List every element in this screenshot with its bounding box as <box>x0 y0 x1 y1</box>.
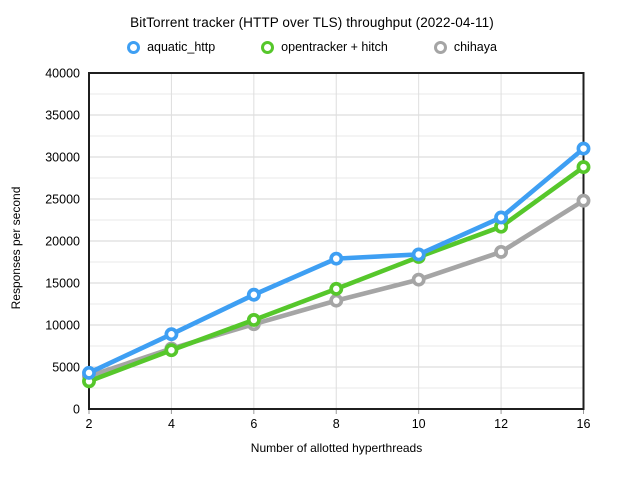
y-tick-label: 0 <box>73 403 80 417</box>
x-tick-label: 4 <box>168 417 175 431</box>
data-point-marker <box>246 313 261 327</box>
x-tick-label: 10 <box>412 417 426 431</box>
data-point-marker <box>329 251 344 266</box>
data-point-marker <box>411 247 426 262</box>
data-point-marker <box>82 365 96 380</box>
legend-label: opentracker + hitch <box>281 40 388 54</box>
chart-title: BitTorrent tracker (HTTP over TLS) throu… <box>130 15 494 30</box>
data-point-marker <box>576 193 591 208</box>
x-tick-label: 2 <box>86 417 93 431</box>
data-point-marker <box>576 141 591 156</box>
data-point-marker <box>576 160 591 175</box>
data-point-marker <box>494 210 509 225</box>
y-axis-title: Responses per second <box>9 186 23 310</box>
y-tick-label: 5000 <box>52 361 80 375</box>
data-point-marker <box>164 343 179 358</box>
x-tick-label: 6 <box>250 417 257 431</box>
x-tick-label: 12 <box>494 417 508 431</box>
legend-label: chihaya <box>453 40 497 54</box>
series-marker-icon <box>261 40 275 54</box>
legend-label: aquatic_http <box>147 40 216 54</box>
legend-item-aquatic-http: aquatic_http <box>127 40 215 54</box>
y-tick-label: 35000 <box>45 109 80 123</box>
data-point-marker <box>411 272 426 287</box>
legend-item-chihaya: chihaya <box>433 40 497 54</box>
y-tick-label: 25000 <box>45 193 80 207</box>
series-marker-icon <box>433 40 447 54</box>
legend-item-opentracker-hitch: opentracker + hitch <box>261 40 388 54</box>
series-marker-icon <box>127 40 141 54</box>
data-point-marker <box>329 293 344 308</box>
data-point-marker <box>246 287 261 302</box>
data-point-marker <box>164 327 179 342</box>
chart-legend: aquatic_http opentracker + hitch chihaya <box>0 40 624 54</box>
x-tick-label: 8 <box>333 417 340 431</box>
y-tick-label: 10000 <box>45 319 80 333</box>
x-tick-label: 16 <box>577 417 591 431</box>
data-point-marker <box>329 281 344 296</box>
y-tick-label: 30000 <box>45 151 80 165</box>
y-tick-label: 15000 <box>45 277 80 291</box>
data-point-marker <box>494 244 509 259</box>
y-tick-label: 40000 <box>45 67 80 81</box>
x-axis-title: Number of allotted hyperthreads <box>250 441 423 455</box>
y-tick-label: 20000 <box>45 235 80 249</box>
